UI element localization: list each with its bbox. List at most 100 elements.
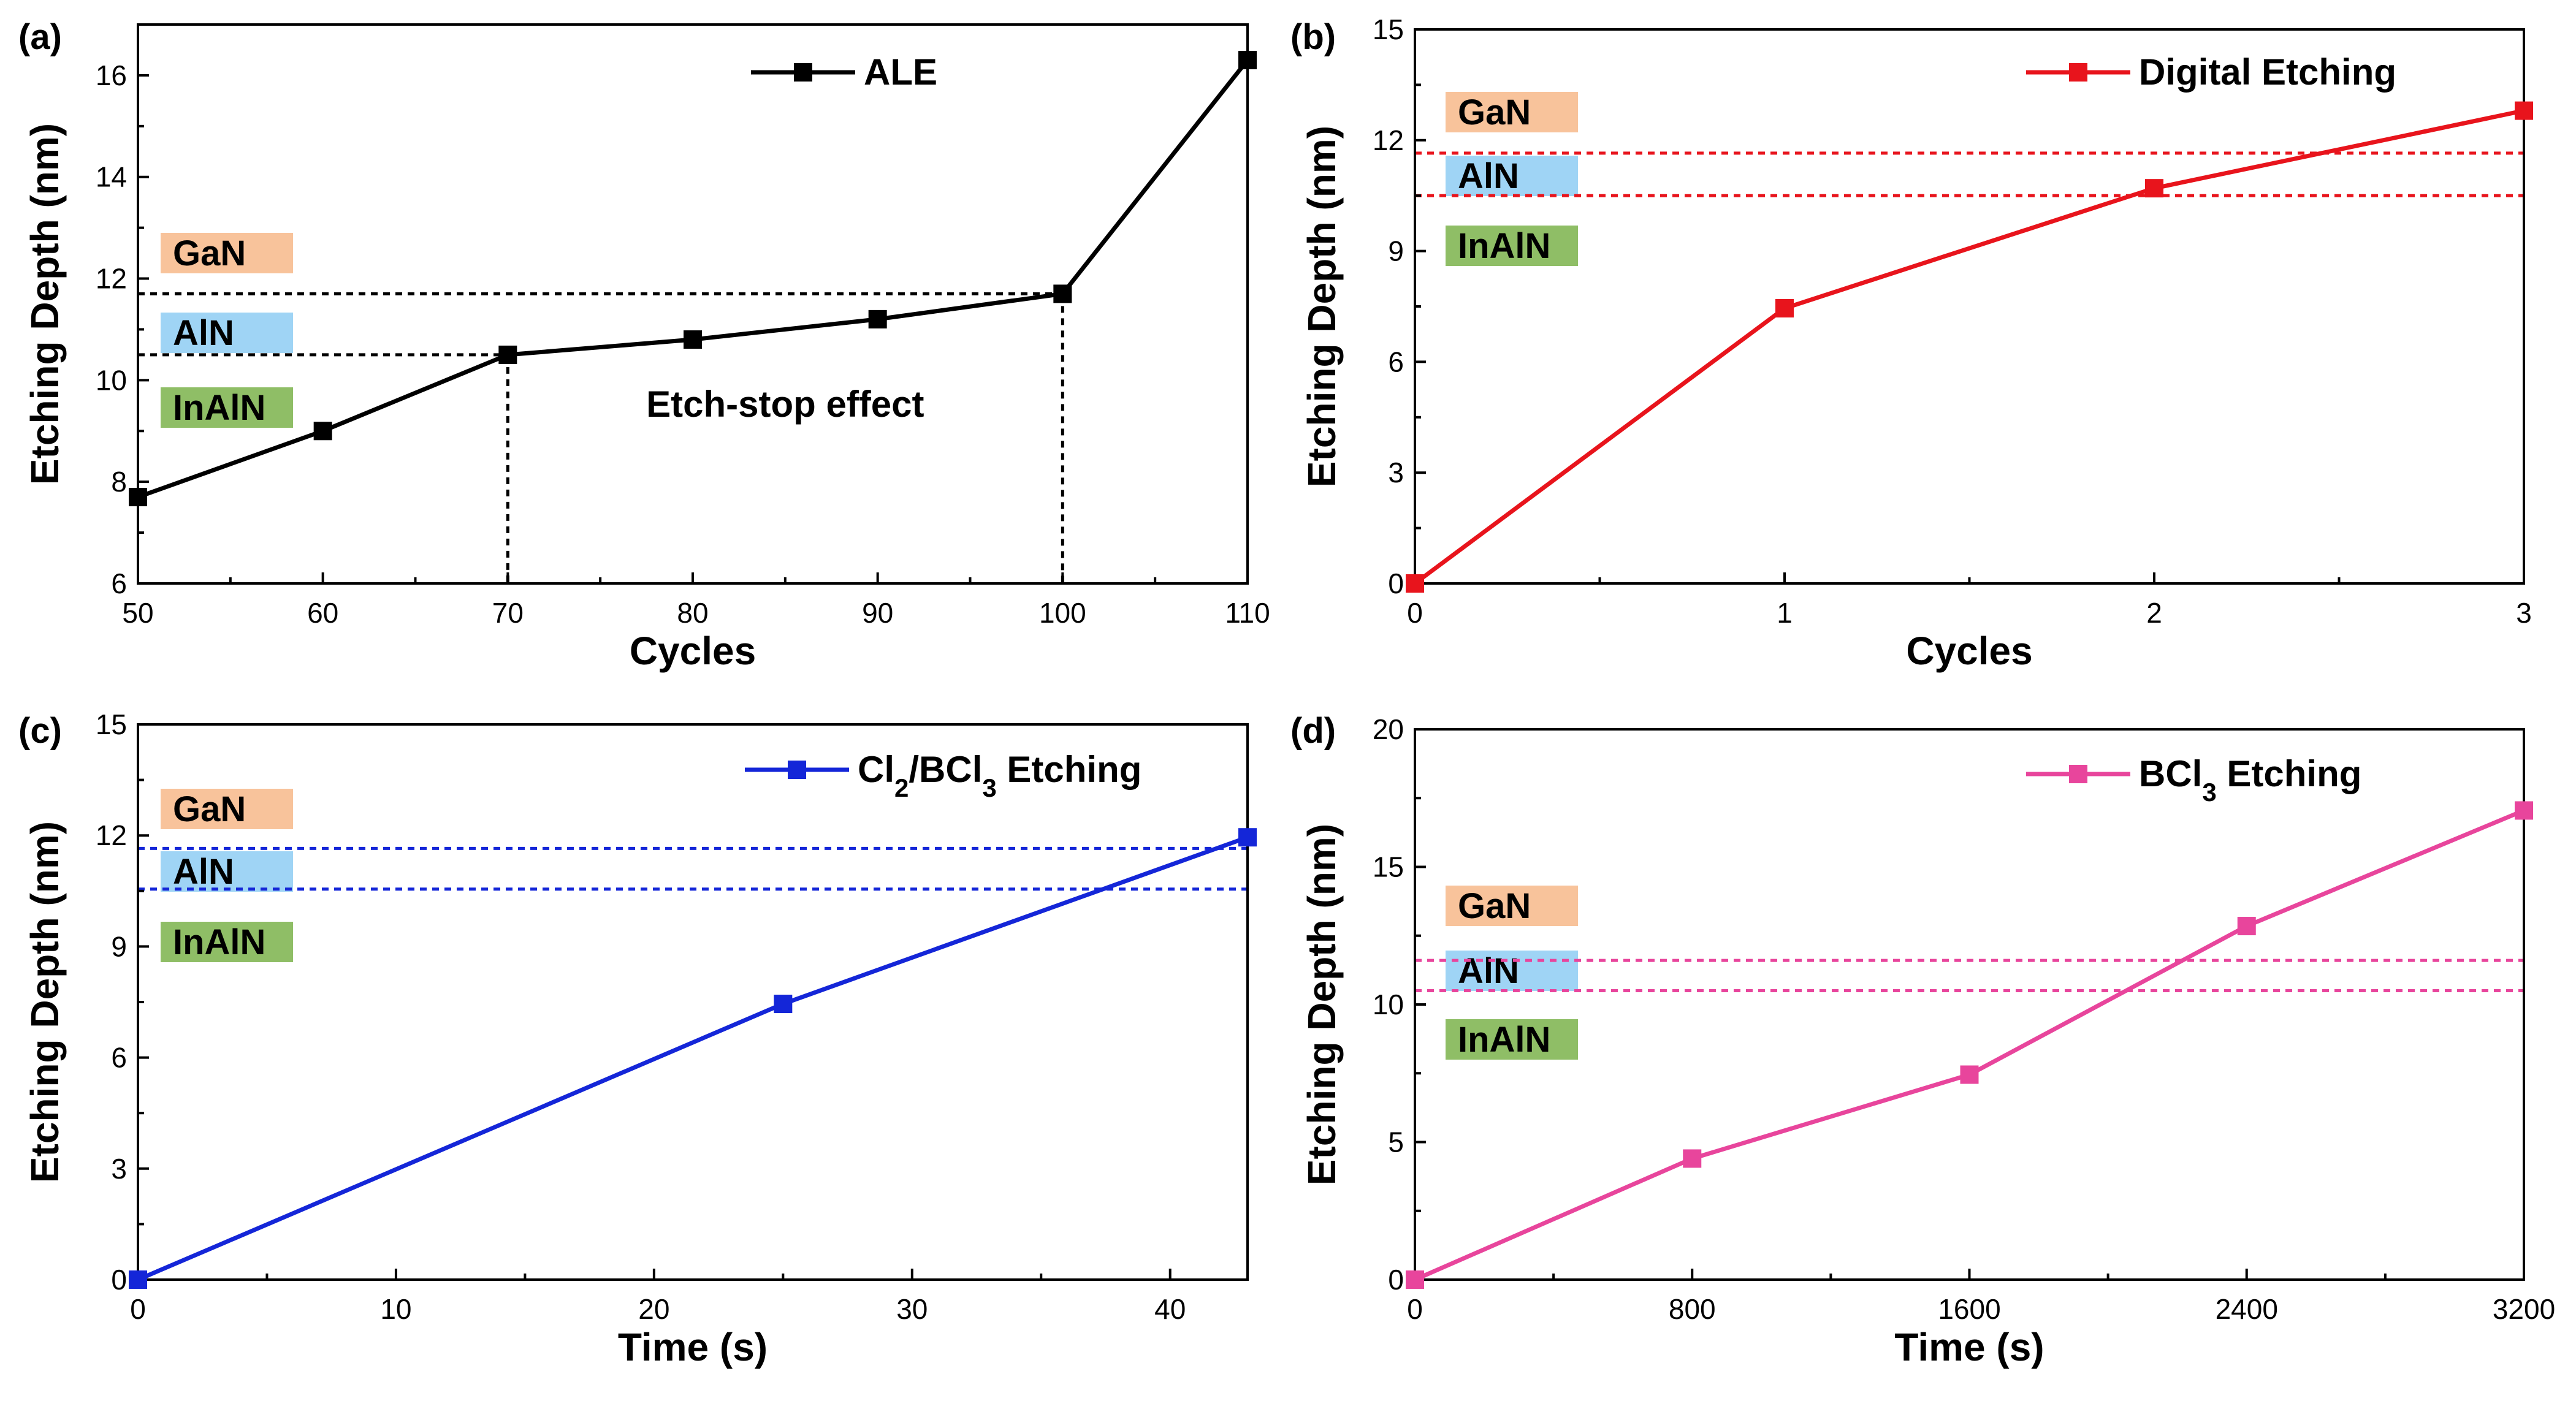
layer-box-gan — [161, 789, 293, 829]
layer-label-inaln: InAlN — [173, 388, 265, 428]
data-point — [1960, 1065, 1979, 1084]
data-point — [129, 1270, 147, 1289]
y-tick-label: 5 — [1388, 1126, 1404, 1158]
y-tick-label: 15 — [1373, 13, 1404, 45]
x-tick-label: 100 — [1039, 597, 1086, 629]
legend-marker — [2069, 765, 2087, 783]
x-tick-label: 80 — [677, 597, 708, 629]
x-tick-label: 0 — [130, 1293, 146, 1325]
data-point — [868, 309, 887, 328]
x-axis-title: Cycles — [630, 629, 756, 673]
chart-panel-c: GaN AlN InAlN 0 10 20 30 40 0 3 6 9 12 15 Time (s) Etch… — [18, 708, 1257, 1369]
layer-label-aln: AlN — [1458, 156, 1519, 196]
y-tick-label: 0 — [111, 1264, 127, 1296]
panel-label: (c) — [18, 711, 62, 751]
panel-label: (b) — [1290, 17, 1336, 57]
layer-box-aln — [1446, 156, 1578, 196]
layer-label-aln: AlN — [173, 852, 234, 892]
plot-frame — [137, 723, 1249, 1281]
x-tick-label: 2400 — [2216, 1293, 2278, 1325]
series-line — [137, 835, 1249, 1282]
legend-marker — [794, 63, 812, 82]
y-tick-label: 12 — [96, 263, 127, 295]
layer-label-gan: GaN — [173, 789, 246, 829]
layer-box-inaln — [1446, 1019, 1578, 1060]
x-tick-label: 1 — [1777, 597, 1793, 629]
x-tick-label: 90 — [862, 597, 893, 629]
y-tick-label: 0 — [1388, 1264, 1404, 1296]
x-tick-label: 30 — [896, 1293, 928, 1325]
chart-panel-a: GaN AlN InAlN 50 60 70 80 90 100 110 6 8 10 12 14 16 Cyc… — [18, 17, 1270, 673]
panel-label: (a) — [18, 17, 62, 57]
y-tick-label: 6 — [111, 1042, 127, 1074]
data-point — [2515, 101, 2533, 120]
data-point — [313, 422, 332, 441]
y-tick-label: 12 — [1373, 124, 1404, 156]
x-tick-label: 1600 — [1938, 1293, 2000, 1325]
data-point — [1683, 1149, 1702, 1168]
y-tick-label: 0 — [1388, 568, 1404, 599]
layer-label-gan: GaN — [173, 234, 246, 273]
data-point — [1238, 828, 1257, 847]
y-tick-label: 12 — [96, 819, 127, 851]
legend-marker — [2069, 63, 2087, 82]
x-tick-label: 3 — [2516, 597, 2532, 629]
data-point — [1238, 51, 1257, 70]
series-line — [1414, 808, 2525, 1282]
panel-label: (d) — [1290, 711, 1336, 751]
layer-label-inaln: InAlN — [1458, 226, 1550, 266]
y-axis-title: Etching Depth (nm) — [23, 123, 67, 485]
x-axis-title: Time (s) — [618, 1325, 768, 1369]
y-tick-label: 16 — [96, 59, 127, 91]
layer-label-aln: AlN — [1458, 951, 1519, 991]
layer-box-aln — [1446, 951, 1578, 991]
layer-box-inaln — [161, 922, 293, 962]
y-tick-label: 3 — [111, 1153, 127, 1185]
data-point — [1406, 1270, 1424, 1289]
layer-label-gan: GaN — [1458, 886, 1531, 926]
legend-marker — [788, 761, 806, 779]
plot-frame — [1414, 28, 2525, 585]
data-point — [129, 488, 147, 507]
y-tick-label: 8 — [111, 466, 127, 498]
layer-label-aln: AlN — [173, 313, 234, 353]
data-point — [498, 345, 517, 364]
layer-box-inaln — [161, 387, 293, 428]
y-axis-title: Etching Depth (nm) — [1300, 824, 1344, 1185]
layer-box-gan — [161, 233, 293, 273]
y-tick-label: 20 — [1373, 713, 1404, 745]
x-tick-label: 3200 — [2493, 1293, 2555, 1325]
x-axis-title: Time (s) — [1894, 1325, 2044, 1369]
y-axis-title: Etching Depth (nm) — [1300, 126, 1344, 487]
layer-label-gan: GaN — [1458, 93, 1531, 132]
layer-label-inaln: InAlN — [1458, 1020, 1550, 1060]
legend-label: BCl3 Etching — [2139, 753, 2361, 807]
y-tick-label: 15 — [96, 708, 127, 740]
x-tick-label: 2 — [2146, 597, 2162, 629]
layer-label-inaln: InAlN — [173, 922, 265, 962]
x-tick-label: 70 — [492, 597, 524, 629]
x-axis-title: Cycles — [1906, 629, 2032, 673]
y-tick-label: 10 — [1373, 989, 1404, 1020]
layer-box-gan — [1446, 92, 1578, 132]
data-point — [1775, 299, 1794, 318]
x-tick-label: 0 — [1407, 597, 1423, 629]
y-tick-label: 15 — [1373, 851, 1404, 883]
data-point — [2237, 917, 2256, 936]
y-axis-title: Etching Depth (nm) — [23, 821, 67, 1183]
x-tick-label: 40 — [1154, 1293, 1186, 1325]
layer-box-inaln — [1446, 226, 1578, 266]
plot-frame — [1414, 728, 2525, 1281]
x-tick-label: 800 — [1669, 1293, 1716, 1325]
data-point — [774, 995, 793, 1014]
x-tick-label: 10 — [380, 1293, 411, 1325]
x-tick-label: 50 — [122, 597, 153, 629]
x-tick-label: 60 — [307, 597, 338, 629]
y-tick-label: 6 — [1388, 346, 1404, 378]
y-tick-label: 3 — [1388, 457, 1404, 488]
legend-label: Cl2/BCl3 Etching — [858, 749, 1141, 802]
y-tick-label: 9 — [1388, 235, 1404, 267]
layer-box-gan — [1446, 886, 1578, 926]
